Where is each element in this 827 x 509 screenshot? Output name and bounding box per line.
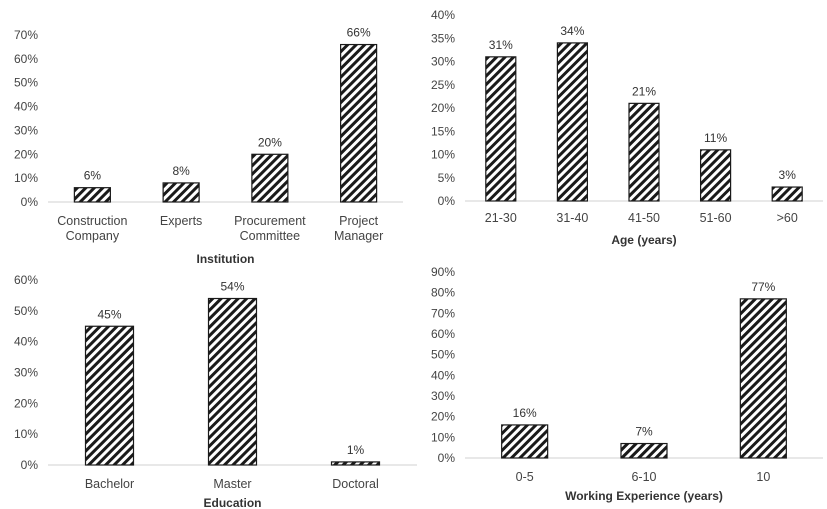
category-label: Doctoral <box>332 477 379 491</box>
bar <box>620 442 668 459</box>
y-tick-label: 70% <box>431 306 455 320</box>
x-axis-title: Institution <box>197 252 255 266</box>
category-label: Procurement <box>234 214 306 228</box>
data-label: 77% <box>751 280 775 294</box>
data-label: 1% <box>347 443 365 457</box>
y-tick-label: 20% <box>431 101 455 115</box>
data-label: 45% <box>97 307 121 321</box>
y-tick-label: 20% <box>14 147 38 161</box>
y-tick-label: 20% <box>431 410 455 424</box>
y-tick-label: 50% <box>431 348 455 362</box>
y-tick-label: 40% <box>431 8 455 22</box>
category-label: 31-40 <box>556 211 588 225</box>
data-label: 20% <box>258 135 282 149</box>
y-tick-label: 40% <box>14 100 38 114</box>
category-label: Bachelor <box>85 477 134 491</box>
y-tick-label: 0% <box>438 194 456 208</box>
y-tick-label: 80% <box>431 286 455 300</box>
y-tick-label: 10% <box>431 430 455 444</box>
y-tick-label: 0% <box>438 451 456 465</box>
bar <box>739 298 787 459</box>
y-tick-label: 0% <box>21 195 39 209</box>
x-axis-title: Working Experience (years) <box>565 489 723 503</box>
bar <box>251 153 289 203</box>
y-tick-label: 60% <box>431 327 455 341</box>
data-label: 8% <box>172 164 190 178</box>
bar <box>628 102 660 202</box>
data-label: 34% <box>560 24 584 38</box>
y-tick-label: 60% <box>14 52 38 66</box>
data-label: 6% <box>84 169 102 183</box>
data-label: 16% <box>513 406 537 420</box>
category-label: Manager <box>334 229 383 243</box>
bar <box>340 43 378 203</box>
category-label: 51-60 <box>700 211 732 225</box>
y-tick-label: 0% <box>21 458 39 472</box>
y-tick-label: 30% <box>431 389 455 403</box>
data-label: 66% <box>347 26 371 40</box>
category-label: Master <box>213 477 251 491</box>
y-tick-label: 90% <box>431 265 455 279</box>
category-label: 6-10 <box>631 470 656 484</box>
bar <box>556 42 589 202</box>
y-tick-label: 25% <box>431 78 455 92</box>
category-label: 41-50 <box>628 211 660 225</box>
bar <box>485 56 517 202</box>
y-tick-label: 40% <box>14 335 38 349</box>
y-tick-label: 10% <box>431 148 455 162</box>
y-tick-label: 60% <box>14 273 38 287</box>
y-tick-label: 20% <box>14 396 38 410</box>
y-tick-label: 70% <box>14 28 38 42</box>
bar <box>330 461 381 466</box>
category-label: Experts <box>160 214 202 228</box>
y-tick-label: 5% <box>438 171 456 185</box>
bar <box>162 182 200 203</box>
x-axis-title: Education <box>203 496 261 509</box>
category-label: 21-30 <box>485 211 517 225</box>
category-label: 10 <box>756 470 770 484</box>
y-tick-label: 15% <box>431 124 455 138</box>
bar <box>771 186 803 202</box>
category-label: 0-5 <box>516 470 534 484</box>
category-label: >60 <box>777 211 798 225</box>
y-tick-label: 30% <box>14 123 38 137</box>
y-tick-label: 30% <box>14 366 38 380</box>
y-tick-label: 35% <box>431 31 455 45</box>
bar <box>207 297 258 466</box>
x-axis-title: Age (years) <box>611 233 676 247</box>
category-label: Project <box>339 214 378 228</box>
y-tick-label: 40% <box>431 368 455 382</box>
category-label: Company <box>66 229 120 243</box>
category-label: Committee <box>240 229 300 243</box>
bar <box>699 149 732 202</box>
data-label: 31% <box>489 38 513 52</box>
bar <box>501 424 549 459</box>
y-tick-label: 50% <box>14 76 38 90</box>
bar <box>84 325 135 466</box>
category-label: Construction <box>57 214 127 228</box>
data-label: 54% <box>220 280 244 294</box>
y-tick-label: 50% <box>14 304 38 318</box>
data-label: 21% <box>632 84 656 98</box>
y-tick-label: 30% <box>431 55 455 69</box>
data-label: 7% <box>635 425 653 439</box>
data-label: 11% <box>704 131 727 145</box>
y-tick-label: 10% <box>14 171 38 185</box>
data-label: 3% <box>779 168 797 182</box>
bar <box>73 187 111 203</box>
y-tick-label: 10% <box>14 427 38 441</box>
